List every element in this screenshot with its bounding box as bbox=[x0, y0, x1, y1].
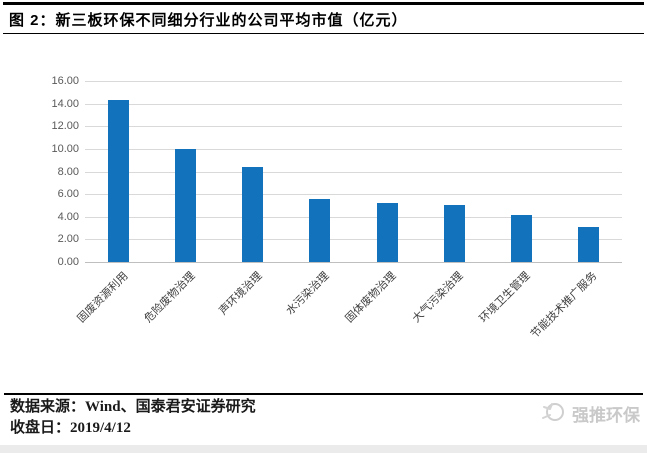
top-border-line bbox=[3, 2, 644, 5]
bar bbox=[510, 215, 532, 262]
y-axis-tick-label: 14.00 bbox=[51, 97, 79, 110]
y-axis-tick-label: 12.00 bbox=[51, 120, 79, 133]
title-underline bbox=[3, 33, 644, 34]
gridline bbox=[85, 148, 622, 150]
bar bbox=[108, 100, 130, 262]
data-source-text: 数据来源：Wind、国泰君安证券研究 bbox=[10, 399, 256, 415]
close-date-text: 收盘日：2019/4/12 bbox=[10, 420, 131, 436]
gridline bbox=[85, 126, 622, 128]
gridline bbox=[85, 103, 622, 105]
footer-divider-line bbox=[4, 393, 643, 395]
x-axis-line bbox=[85, 262, 622, 263]
gridline bbox=[85, 239, 622, 241]
figure-title: 图 2：新三板环保不同细分行业的公司平均市值（亿元） bbox=[9, 12, 408, 29]
bar bbox=[577, 226, 599, 262]
bar bbox=[175, 148, 197, 262]
gridline bbox=[85, 81, 622, 82]
bar bbox=[376, 203, 398, 262]
bar-chart: 0.00 2.00 4.00 6.00 8.00 10.00 12.00 14.00 16.00… bbox=[51, 75, 622, 341]
gridline bbox=[85, 216, 622, 218]
y-axis-tick-label: 4.00 bbox=[57, 210, 79, 223]
bottom-strip bbox=[0, 445, 647, 453]
gridline bbox=[85, 171, 622, 173]
bar bbox=[309, 199, 331, 262]
watermark-text: 强推环保 bbox=[572, 405, 640, 425]
gridline bbox=[85, 194, 622, 196]
footer: 数据来源：Wind、国泰君安证券研究 收盘日：2019/4/12 bbox=[10, 397, 256, 439]
y-axis-tick-label: 2.00 bbox=[57, 233, 79, 246]
y-axis-tick-label: 6.00 bbox=[57, 188, 79, 201]
brand-logo-icon bbox=[541, 400, 567, 426]
bar bbox=[443, 205, 465, 262]
bar bbox=[242, 166, 264, 262]
y-axis-tick-label: 16.00 bbox=[51, 75, 79, 87]
y-axis-tick-label: 8.00 bbox=[57, 165, 79, 178]
y-axis-tick-label: 0.00 bbox=[57, 256, 79, 268]
watermark: 强推环保 bbox=[541, 400, 640, 426]
y-axis-tick-label: 10.00 bbox=[51, 142, 79, 155]
